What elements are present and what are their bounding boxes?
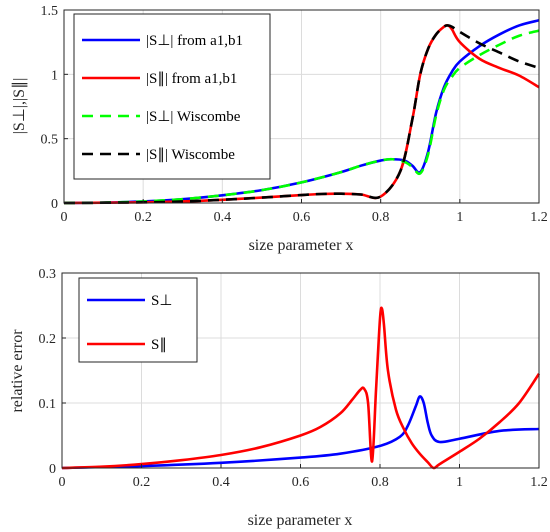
bottom-legend-entries: S⊥ S∥ bbox=[87, 293, 172, 353]
top-x-axis-label-text: size parameter x bbox=[249, 237, 354, 254]
bottom-legend-box bbox=[78, 277, 198, 363]
bottom-x-ticks: 0 0.2 0.4 0.6 0.8 1 1.2 bbox=[59, 464, 548, 490]
bottom-x-tick-label: 1.2 bbox=[530, 475, 548, 490]
bottom-x-tick-label: 1 bbox=[456, 475, 463, 490]
top-legend-label-2: |S⊥| Wiscombe bbox=[146, 109, 241, 125]
top-x-tick-label: 0 bbox=[61, 210, 68, 225]
top-y-tick-label: 1 bbox=[51, 68, 58, 83]
top-series-lines bbox=[63, 19, 540, 205]
top-legend-entries: |S⊥| from a1,b1 |S∥| from a1,b1 |S⊥| Wisco… bbox=[82, 33, 243, 163]
top-legend-label-3: |S∥| Wiscombe bbox=[146, 147, 235, 163]
top-y-tick-label: 0.5 bbox=[41, 133, 59, 148]
top-x-tick-label: 0.8 bbox=[372, 210, 390, 225]
top-y-tick-label: 1.5 bbox=[41, 4, 59, 19]
bottom-y-axis-label: relative error bbox=[9, 329, 26, 413]
top-x-tick-label: 0.4 bbox=[214, 210, 232, 225]
bottom-x-tick-label: 0.6 bbox=[292, 475, 310, 490]
bottom-y-tick-label: 0 bbox=[49, 462, 56, 477]
top-legend: |S⊥| from a1,b1 |S∥| from a1,b1 |S⊥| Wisco… bbox=[73, 13, 271, 180]
bottom-y-ticks: 0 0.1 0.2 0.3 bbox=[39, 267, 66, 477]
top-legend-box bbox=[73, 13, 271, 180]
bottom-y-tick-label: 0.1 bbox=[39, 397, 57, 412]
top-chart: 0 0.2 0.4 0.6 0.8 1 1.2 0 0.5 1 1.5 size paramete… bbox=[11, 4, 548, 254]
top-legend-label-0: |S⊥| from a1,b1 bbox=[146, 33, 243, 49]
top-x-ticks: 0 0.2 0.4 0.6 0.8 1 1.2 bbox=[61, 199, 548, 225]
top-x-tick-label: 1 bbox=[456, 210, 463, 225]
bottom-x-tick-label: 0 bbox=[59, 475, 66, 490]
top-y-tick-label: 0 bbox=[51, 197, 58, 212]
top-x-tick-label: 1.2 bbox=[530, 210, 548, 225]
top-x-tick-label: 0.6 bbox=[293, 210, 311, 225]
bottom-series-line-1 bbox=[61, 306, 541, 470]
bottom-legend-label-0: S⊥ bbox=[151, 293, 172, 309]
bottom-series-lines bbox=[61, 306, 541, 470]
top-series-line-3 bbox=[63, 24, 540, 205]
top-legend-label-1: |S∥| from a1,b1 bbox=[146, 71, 237, 87]
bottom-x-tick-label: 0.2 bbox=[133, 475, 151, 490]
bottom-chart: 0 0.2 0.4 0.6 0.8 1 1.2 0 0.1 0.2 0.3 size parame… bbox=[9, 267, 548, 529]
top-x-axis-label: size parameter x bbox=[249, 237, 354, 254]
bottom-x-axis-label: size parameter x bbox=[248, 512, 353, 529]
top-y-axis-label: |S⊥|,|S∥| bbox=[11, 78, 28, 135]
top-x-tick-label: 0.2 bbox=[134, 210, 152, 225]
bottom-legend-label-1: S∥ bbox=[151, 337, 167, 353]
bottom-legend: S⊥ S∥ bbox=[78, 277, 198, 363]
bottom-x-tick-label: 0.4 bbox=[212, 475, 230, 490]
bottom-y-tick-label: 0.2 bbox=[39, 332, 57, 347]
top-y-ticks: 0 0.5 1 1.5 bbox=[41, 4, 68, 212]
bottom-series-line-0 bbox=[61, 395, 540, 470]
bottom-y-tick-label: 0.3 bbox=[39, 267, 57, 282]
bottom-x-tick-label: 0.8 bbox=[371, 475, 389, 490]
